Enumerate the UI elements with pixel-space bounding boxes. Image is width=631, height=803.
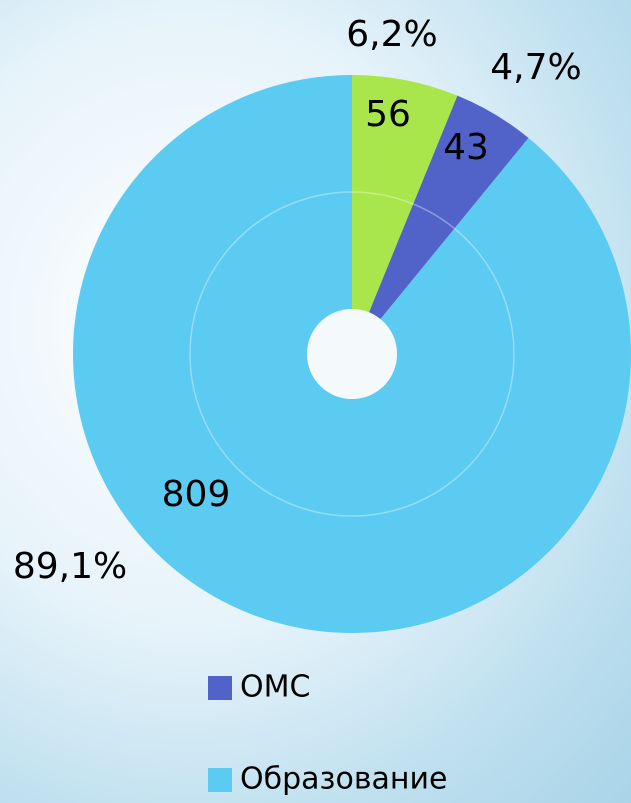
donut-hole xyxy=(307,309,397,399)
donut-slice xyxy=(352,75,458,313)
legend-label: Образование xyxy=(240,762,447,797)
legend-swatch xyxy=(208,768,232,792)
inner-ring xyxy=(189,191,515,517)
legend-swatch xyxy=(208,676,232,700)
percent-label: 4,7% xyxy=(490,47,581,88)
donut-slice xyxy=(369,95,529,320)
donut-slice xyxy=(73,75,631,633)
value-label: 809 xyxy=(162,474,231,515)
legend-label: ОМС xyxy=(240,670,310,705)
percent-label: 6,2% xyxy=(346,14,437,55)
percent-label: 89,1% xyxy=(13,546,127,587)
value-label: 56 xyxy=(365,94,411,135)
value-label: 43 xyxy=(443,127,489,168)
